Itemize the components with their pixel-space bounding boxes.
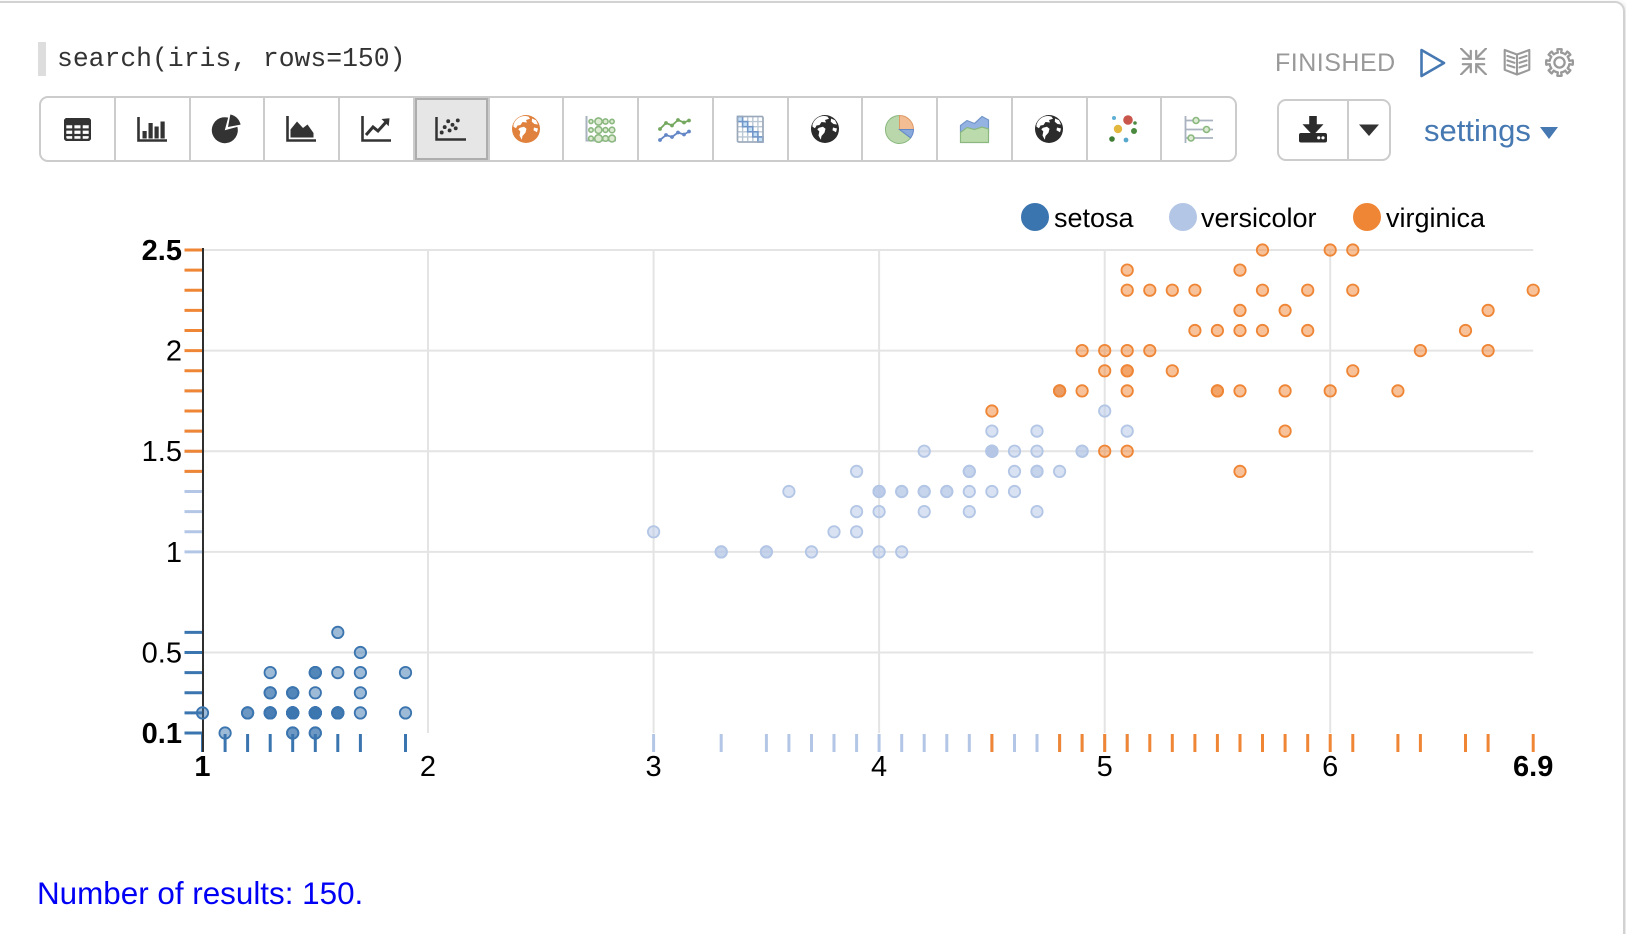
svg-text:6.9: 6.9 [1513, 751, 1553, 783]
svg-text:2: 2 [166, 336, 182, 368]
svg-text:5: 5 [1097, 751, 1113, 783]
svg-text:3: 3 [646, 751, 662, 783]
svg-text:4: 4 [871, 751, 887, 783]
svg-text:versicolor: versicolor [1201, 203, 1317, 233]
svg-text:2: 2 [420, 751, 436, 783]
svg-text:2.5: 2.5 [142, 235, 182, 267]
svg-text:0.5: 0.5 [142, 638, 182, 670]
svg-text:1: 1 [194, 751, 210, 783]
svg-text:6: 6 [1322, 751, 1338, 783]
svg-text:setosa: setosa [1054, 203, 1135, 233]
svg-text:virginica: virginica [1386, 203, 1486, 233]
svg-text:1.5: 1.5 [142, 436, 182, 468]
svg-text:1: 1 [166, 537, 182, 569]
svg-text:0.1: 0.1 [142, 718, 182, 750]
